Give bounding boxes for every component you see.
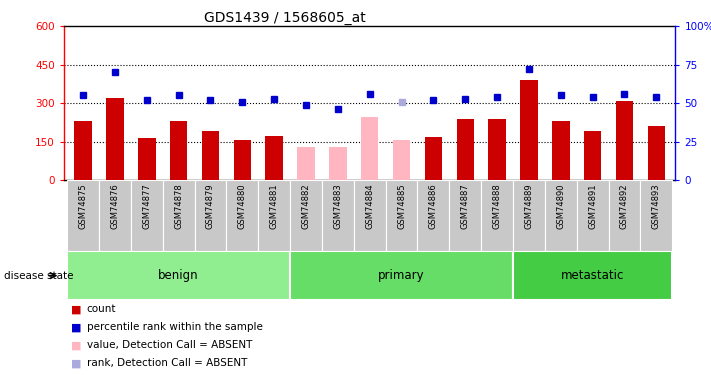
Bar — [202, 131, 219, 180]
Bar — [513, 180, 545, 251]
Bar — [75, 121, 92, 180]
Bar — [329, 147, 347, 180]
Bar — [131, 180, 163, 251]
Text: ■: ■ — [71, 358, 82, 368]
Bar — [392, 140, 410, 180]
Bar — [163, 180, 195, 251]
Bar — [195, 180, 226, 251]
Text: benign: benign — [159, 269, 199, 282]
Text: GSM74875: GSM74875 — [79, 184, 87, 229]
Text: GSM74890: GSM74890 — [556, 184, 565, 229]
Bar — [354, 180, 385, 251]
Bar — [106, 98, 124, 180]
Bar — [67, 251, 290, 300]
Bar — [170, 120, 188, 180]
Text: ■: ■ — [71, 304, 82, 314]
Text: metastatic: metastatic — [561, 269, 624, 282]
Bar — [616, 100, 634, 180]
Bar — [417, 180, 449, 251]
Bar — [449, 180, 481, 251]
Bar — [234, 140, 251, 180]
Bar — [385, 180, 417, 251]
Text: primary: primary — [378, 269, 425, 282]
Text: count: count — [87, 304, 116, 314]
Text: GSM74889: GSM74889 — [525, 184, 533, 229]
Bar — [265, 136, 283, 180]
Bar — [520, 80, 538, 180]
Text: GSM74880: GSM74880 — [238, 184, 247, 229]
Text: GSM74893: GSM74893 — [652, 184, 661, 229]
Bar — [424, 137, 442, 180]
Bar — [488, 119, 506, 180]
Text: GSM74888: GSM74888 — [493, 184, 501, 229]
Bar — [290, 251, 513, 300]
Text: GSM74878: GSM74878 — [174, 184, 183, 229]
Bar — [67, 180, 99, 251]
Bar — [552, 120, 570, 180]
Text: GSM74883: GSM74883 — [333, 184, 343, 229]
Bar — [456, 119, 474, 180]
Bar — [577, 180, 609, 251]
Text: GSM74882: GSM74882 — [301, 184, 311, 229]
Text: ■: ■ — [71, 340, 82, 350]
Bar — [361, 117, 378, 180]
Text: GSM74877: GSM74877 — [142, 184, 151, 229]
Text: GSM74879: GSM74879 — [206, 184, 215, 229]
Bar — [641, 180, 673, 251]
Bar — [648, 126, 665, 180]
Bar — [138, 138, 156, 180]
Bar — [513, 251, 673, 300]
Bar — [226, 180, 258, 251]
Bar — [609, 180, 641, 251]
Text: GSM74885: GSM74885 — [397, 184, 406, 229]
Bar — [290, 180, 322, 251]
Bar — [322, 180, 354, 251]
Text: GSM74881: GSM74881 — [269, 184, 279, 229]
Text: rank, Detection Call = ABSENT: rank, Detection Call = ABSENT — [87, 358, 247, 368]
Text: value, Detection Call = ABSENT: value, Detection Call = ABSENT — [87, 340, 252, 350]
Text: ■: ■ — [71, 322, 82, 332]
Text: GSM74891: GSM74891 — [588, 184, 597, 229]
Bar — [258, 180, 290, 251]
Text: GSM74876: GSM74876 — [110, 184, 119, 229]
Bar — [99, 180, 131, 251]
Bar — [297, 147, 315, 180]
Text: GSM74892: GSM74892 — [620, 184, 629, 229]
Text: GDS1439 / 1568605_at: GDS1439 / 1568605_at — [203, 11, 365, 25]
Bar — [545, 180, 577, 251]
Bar — [584, 131, 602, 180]
Text: percentile rank within the sample: percentile rank within the sample — [87, 322, 262, 332]
Text: GSM74887: GSM74887 — [461, 184, 470, 229]
Text: GSM74886: GSM74886 — [429, 184, 438, 229]
Text: disease state: disease state — [4, 271, 73, 280]
Text: GSM74884: GSM74884 — [365, 184, 374, 229]
Bar — [481, 180, 513, 251]
